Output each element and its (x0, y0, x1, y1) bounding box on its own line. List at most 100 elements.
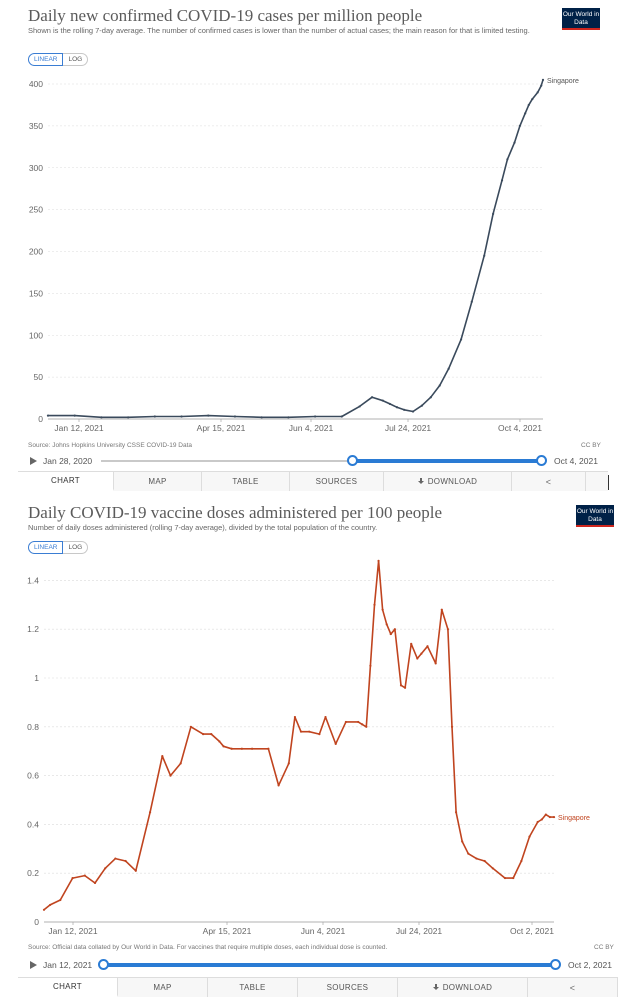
data-point (299, 730, 303, 733)
data-point (334, 742, 337, 745)
data-point (365, 725, 368, 728)
data-point (267, 747, 270, 750)
data-point (148, 811, 152, 814)
timeline-track[interactable] (101, 460, 541, 462)
timeline-range[interactable] (352, 459, 542, 463)
x-tick-label: Jun 4, 2021 (289, 423, 334, 433)
data-point (100, 416, 103, 419)
share-icon: < (569, 982, 576, 993)
chart-title: Daily new confirmed COVID-19 cases per m… (28, 6, 423, 25)
data-point (403, 686, 407, 689)
cases-line-chart: 0 50 100 150 200 250 300 350 400 Jan 12, 2021 Apr … (29, 78, 579, 433)
tab-chart[interactable]: CHART (18, 978, 118, 997)
data-point (104, 867, 107, 870)
share-button[interactable]: < (512, 472, 586, 491)
data-point (483, 859, 486, 863)
data-point (393, 628, 396, 631)
tab-sources[interactable]: SOURCES (290, 472, 384, 491)
data-point (153, 415, 156, 418)
play-icon[interactable] (30, 457, 37, 465)
timeline: Jan 12, 2021 Oct 2, 2021 (26, 958, 621, 972)
data-point (210, 733, 213, 736)
data-point (395, 406, 399, 409)
timeline-start-handle[interactable] (98, 959, 109, 970)
series-line-singapore (48, 79, 544, 419)
data-point (373, 603, 376, 606)
data-point (527, 103, 530, 107)
linear-button[interactable]: LINEAR (28, 53, 64, 66)
y-tick-label: 0.8 (27, 722, 39, 732)
timeline-end-handle[interactable] (536, 455, 547, 466)
x-tick-label: Apr 15, 2021 (197, 423, 246, 433)
y-tick-label: 1.4 (27, 575, 39, 585)
owid-logo[interactable]: Our World in Data (562, 8, 600, 30)
download-label: DOWNLOAD (442, 983, 493, 992)
data-point (324, 715, 327, 719)
data-point (552, 815, 556, 819)
tab-table[interactable]: TABLE (202, 472, 290, 491)
data-point (548, 815, 552, 819)
data-point (524, 112, 527, 115)
data-point (233, 415, 237, 418)
data-point (134, 869, 137, 872)
data-point (410, 642, 413, 645)
data-point (389, 632, 392, 636)
timeline-end: Oct 2, 2021 (568, 960, 612, 970)
play-icon[interactable] (30, 961, 37, 969)
y-tick-label: 150 (29, 288, 43, 298)
tab-table[interactable]: TABLE (208, 978, 298, 997)
data-point (470, 300, 473, 303)
data-point (388, 402, 391, 406)
log-button[interactable]: LOG (63, 541, 89, 554)
data-point (189, 725, 192, 728)
data-point (308, 730, 311, 733)
share-button[interactable]: < (528, 978, 618, 997)
data-point (438, 384, 441, 387)
timeline-start-handle[interactable] (347, 455, 358, 466)
y-tick-label: 200 (29, 247, 43, 257)
data-point (260, 416, 263, 419)
data-point (483, 254, 486, 257)
source-note: Source: Johns Hopkins University CSSE CO… (28, 442, 193, 449)
data-point (450, 725, 454, 728)
tab-chart[interactable]: CHART (18, 472, 114, 491)
owid-logo[interactable]: Our World in Data (576, 505, 614, 527)
log-button[interactable]: LOG (63, 53, 89, 66)
x-tick-label: Jul 24, 2021 (396, 926, 443, 936)
data-point (500, 179, 504, 182)
data-point (222, 745, 225, 748)
license-link[interactable]: CC BY (581, 442, 601, 449)
data-point (540, 818, 543, 821)
data-point (277, 784, 280, 787)
timeline-range[interactable] (104, 963, 556, 967)
timeline-end-handle[interactable] (550, 959, 561, 970)
linear-button[interactable]: LINEAR (28, 541, 64, 554)
license-link[interactable]: CC BY (594, 944, 614, 951)
data-point (49, 903, 52, 907)
y-tick-label: 0 (38, 414, 43, 424)
data-point (287, 416, 290, 419)
data-point (399, 684, 403, 687)
tab-download[interactable]: DOWNLOAD (398, 978, 528, 997)
data-point (440, 608, 443, 611)
tab-download[interactable]: DOWNLOAD (384, 472, 512, 491)
tab-map[interactable]: MAP (114, 472, 202, 491)
data-point (540, 84, 543, 87)
data-point (361, 723, 364, 726)
x-tick-label: Oct 2, 2021 (510, 926, 554, 936)
tab-sources[interactable]: SOURCES (298, 978, 398, 997)
data-point (541, 78, 545, 81)
y-tick-label: 300 (29, 163, 43, 173)
scale-toggle: LINEAR LOG (28, 53, 89, 66)
data-point (420, 404, 424, 407)
data-point (513, 141, 516, 144)
data-point (46, 414, 50, 417)
data-point (230, 747, 233, 750)
tab-map[interactable]: MAP (118, 978, 208, 997)
data-point (512, 876, 515, 880)
y-tick-label: 250 (29, 205, 43, 215)
data-point (536, 820, 539, 824)
series-label: Singapore (558, 815, 590, 822)
data-point (411, 410, 415, 413)
data-point (179, 762, 182, 765)
